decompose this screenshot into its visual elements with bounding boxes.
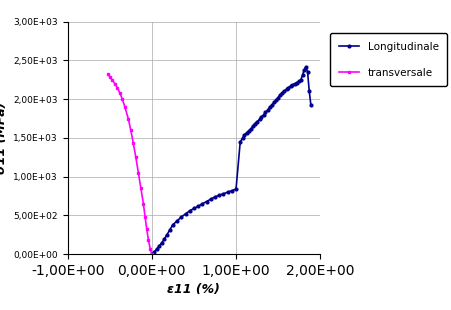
- Longitudinale: [208, 197, 213, 201]
- transversale: [146, 238, 151, 242]
- transversale: [107, 75, 112, 79]
- transversale: [138, 187, 143, 190]
- transversale: [117, 91, 123, 95]
- Longitudinale: [265, 108, 271, 112]
- transversale: [110, 78, 115, 82]
- transversale: [120, 97, 125, 101]
- transversale: [112, 82, 118, 86]
- Line: transversale: transversale: [107, 73, 153, 255]
- Legend: Longitudinale, transversale: Longitudinale, transversale: [330, 33, 447, 86]
- Y-axis label: σ11 (MPa): σ11 (MPa): [0, 102, 8, 174]
- transversale: [115, 86, 120, 90]
- transversale: [131, 142, 136, 145]
- Longitudinale: [179, 215, 184, 219]
- transversale: [128, 128, 133, 132]
- transversale: [144, 228, 149, 231]
- transversale: [149, 252, 155, 256]
- transversale: [133, 156, 138, 159]
- transversale: [106, 73, 111, 76]
- Longitudinale: [200, 202, 205, 206]
- transversale: [122, 105, 128, 109]
- Line: Longitudinale: Longitudinale: [151, 65, 313, 255]
- transversale: [136, 171, 141, 175]
- transversale: [143, 215, 148, 219]
- transversale: [147, 247, 153, 250]
- Longitudinale: [308, 104, 313, 107]
- X-axis label: ε11 (%): ε11 (%): [167, 283, 221, 296]
- transversale: [125, 117, 131, 121]
- transversale: [141, 202, 146, 206]
- Longitudinale: [149, 252, 155, 256]
- Longitudinale: [303, 65, 308, 69]
- Longitudinale: [216, 193, 222, 197]
- Longitudinale: [221, 192, 226, 196]
